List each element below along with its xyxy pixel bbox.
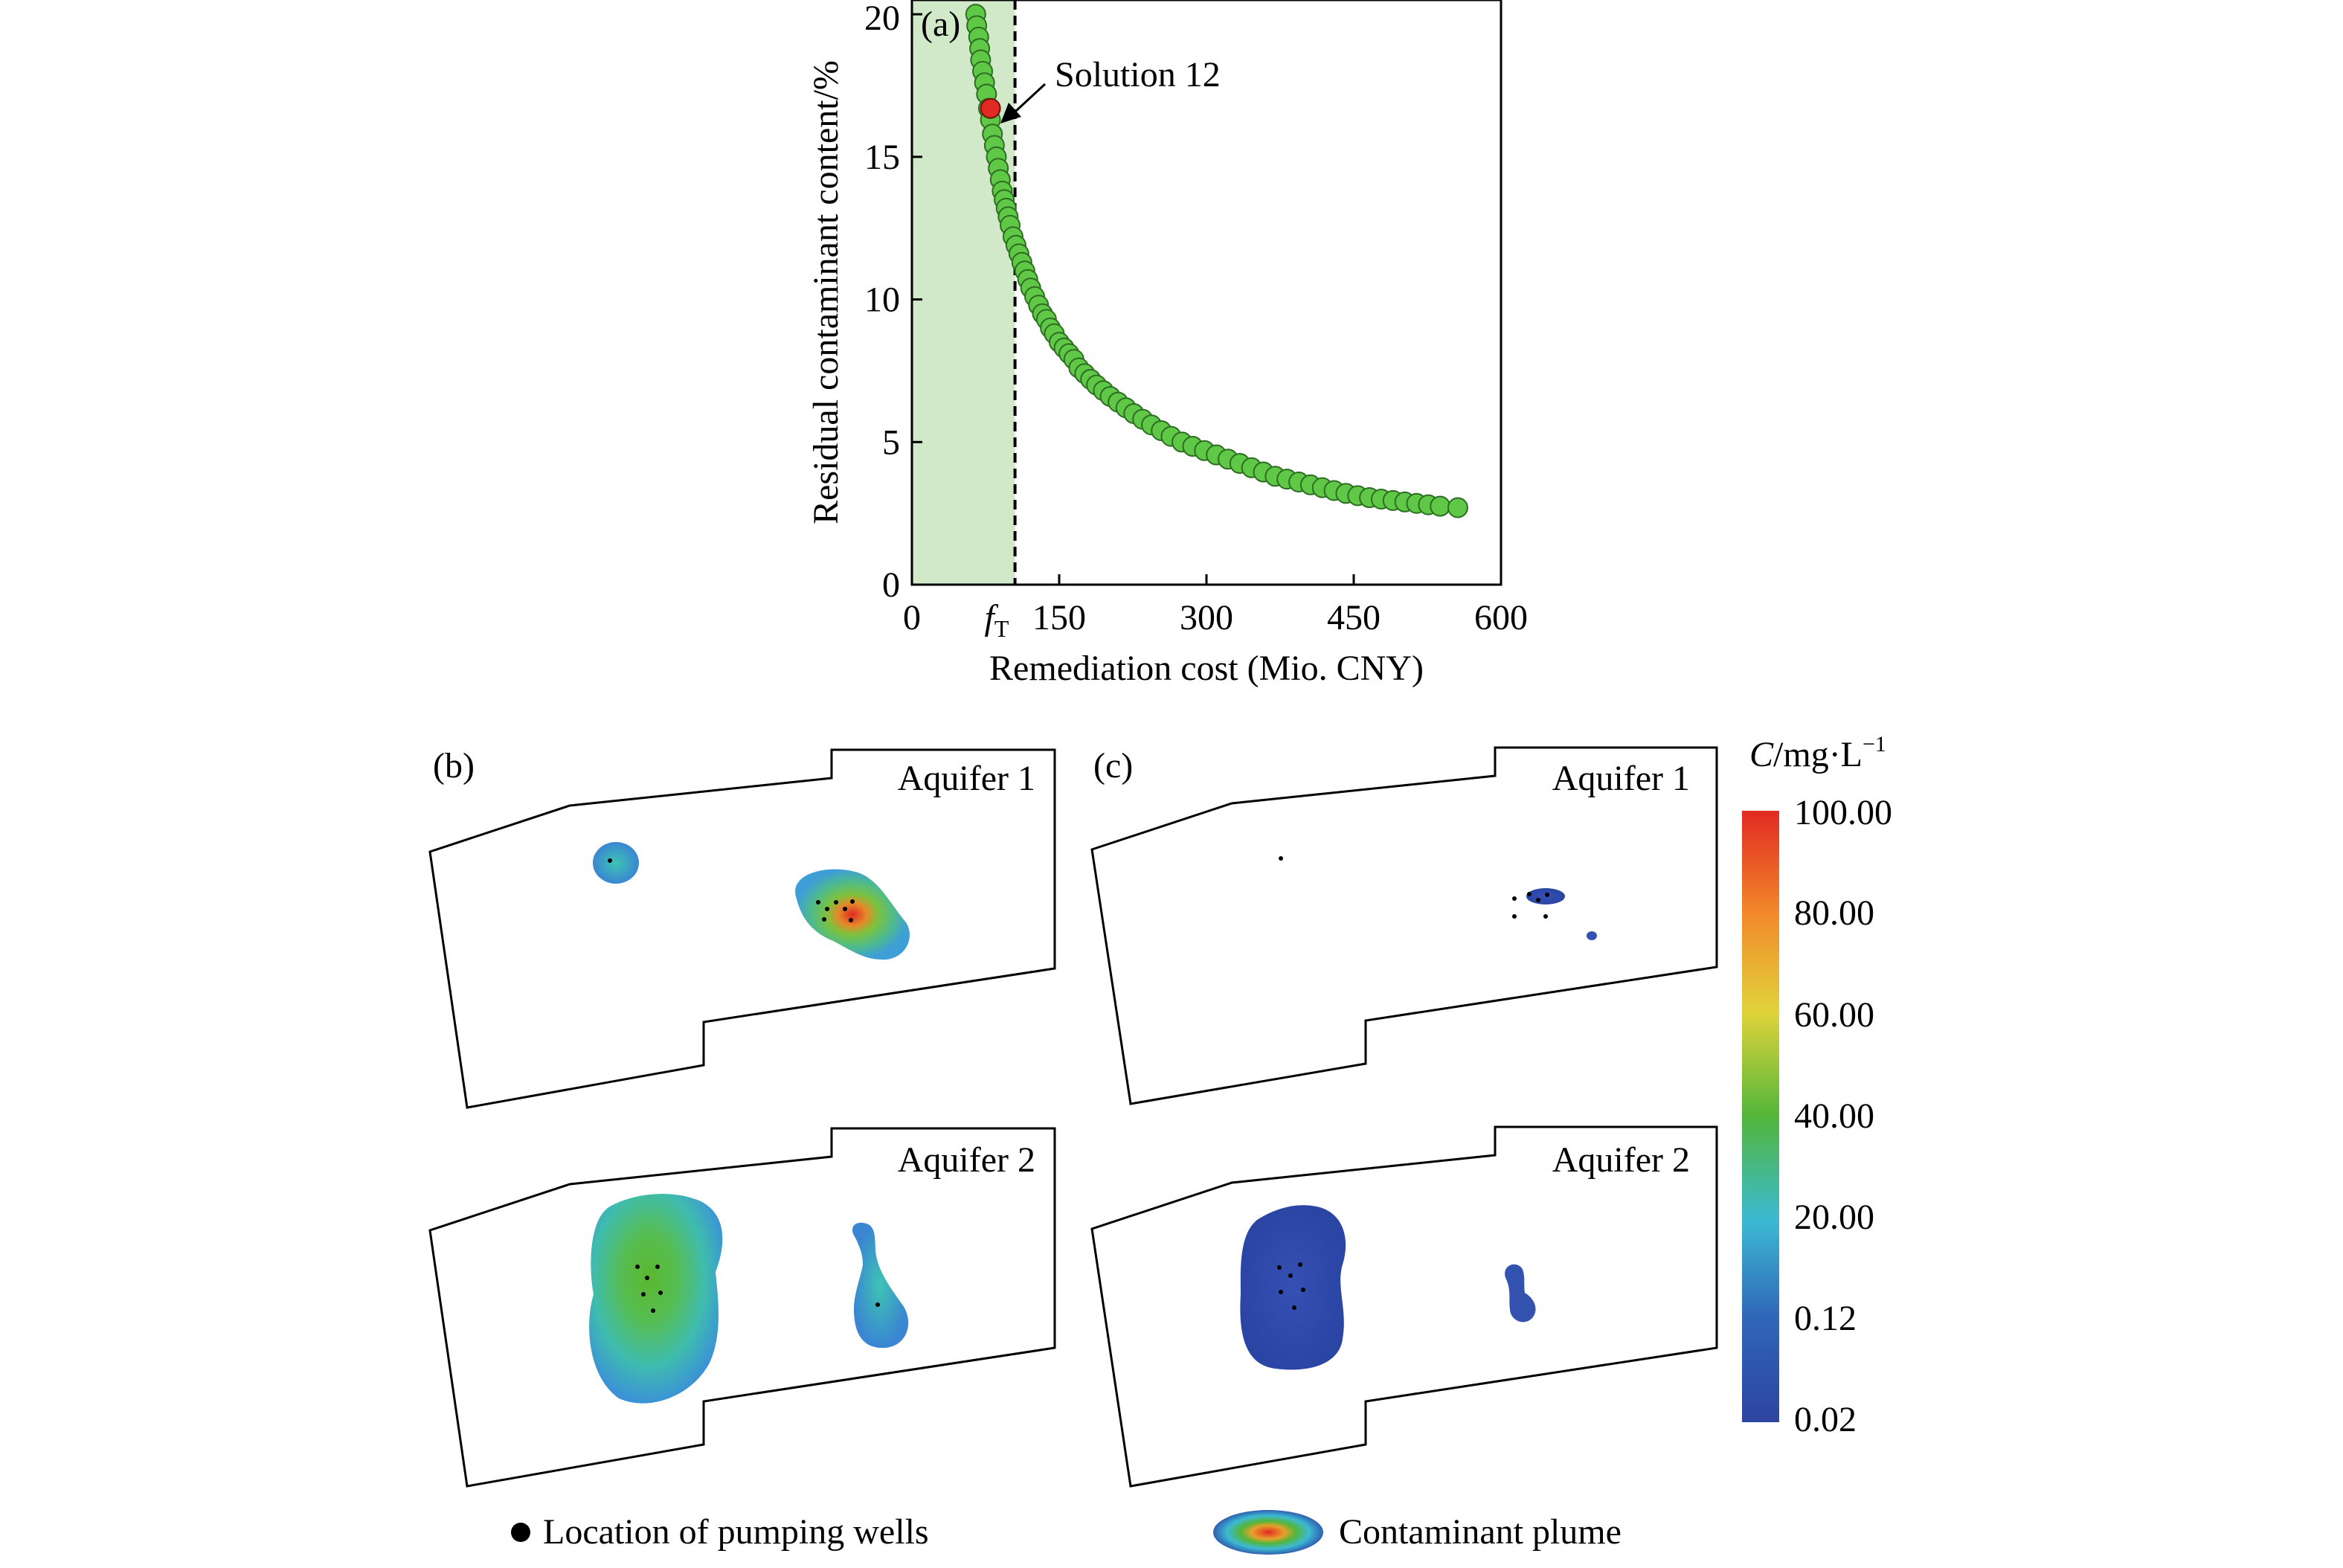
solution-arrow-head [1000, 103, 1021, 123]
map-c-aquifer2: Aquifer 2 [1090, 1125, 1718, 1488]
legend: Location of pumping wells Contaminant pl… [511, 1510, 1622, 1555]
colorbar-gradient [1742, 811, 1779, 1422]
y-tick-label: 5 [882, 422, 900, 462]
pumping-wells [608, 858, 855, 922]
pumping-wells [1279, 856, 1549, 919]
x-tick-label: 600 [1474, 598, 1528, 637]
contaminant-plume [589, 1194, 723, 1404]
contaminant-plume [1240, 1205, 1346, 1370]
contaminant-plume [795, 869, 910, 960]
data-point [1447, 497, 1468, 518]
colorbar-tick: 100.00 [1794, 793, 1892, 832]
aquifer-label: Aquifer 1 [1552, 759, 1690, 798]
y-axis-label: Residual contaminant content/% [806, 60, 846, 524]
aquifer-label: Aquifer 2 [898, 1140, 1035, 1180]
map-b-aquifer1: Aquifer 1 [428, 748, 1056, 1109]
map-b-aquifer2: Aquifer 2 [428, 1127, 1056, 1488]
aquifer-label: Aquifer 1 [898, 759, 1035, 798]
plume-swatch-icon [1213, 1510, 1323, 1555]
colorbar-tick: 0.02 [1794, 1400, 1857, 1439]
x-axis-label: Remediation cost (Mio. CNY) [989, 649, 1424, 688]
contaminant-plume [1505, 1264, 1536, 1323]
pumping-wells [1277, 1262, 1305, 1310]
contaminant-plume [852, 1222, 909, 1349]
colorbar-tick: 60.00 [1794, 995, 1874, 1035]
data-points [965, 4, 1468, 518]
contaminant-plume [1587, 931, 1597, 940]
chart-a: Solution 12 (a) 0 150 300 450 600 0 5 10 15 20 f… [806, 0, 1528, 688]
colorbar-tick: 20.00 [1794, 1198, 1874, 1237]
panel-label-b: (b) [433, 746, 475, 785]
x-tick-label: 0 [903, 598, 921, 637]
well-marker-icon [511, 1523, 530, 1542]
colorbar-title: C/mg·L−1 [1749, 732, 1886, 774]
x-tick-label: 150 [1032, 598, 1086, 637]
y-tick-label: 10 [864, 280, 900, 320]
y-tick-label: 20 [864, 0, 900, 38]
site-boundary [1090, 746, 1718, 1105]
legend-plume-label: Contaminant plume [1339, 1512, 1622, 1552]
contaminant-plume [593, 842, 639, 884]
site-boundary [428, 1127, 1056, 1488]
x-tick-label: 450 [1327, 598, 1381, 637]
site-boundary [1090, 1125, 1718, 1488]
colorbar-tick: 80.00 [1794, 893, 1874, 933]
highlight-point [980, 97, 1001, 119]
map-c-aquifer1: Aquifer 1 [1090, 746, 1718, 1105]
colorbar-tick: 0.12 [1794, 1299, 1857, 1338]
panel-label-a: (a) [921, 4, 960, 44]
legend-wells-label: Location of pumping wells [543, 1512, 929, 1552]
threshold-label: fT [985, 598, 1009, 642]
x-tick-label: 300 [1180, 598, 1233, 637]
colorbar: C/mg·L−1 100.00 80.00 60.00 40.00 20.00 … [1742, 732, 1892, 1439]
colorbar-tick: 40.00 [1794, 1096, 1874, 1136]
y-tick-label: 0 [882, 565, 900, 605]
y-tick-label: 15 [864, 138, 900, 177]
threshold-shade [912, 0, 1015, 585]
site-boundary [428, 748, 1056, 1109]
solution-arrow-line [1014, 83, 1047, 113]
pumping-wells [635, 1265, 880, 1313]
panel-label-c: (c) [1093, 746, 1133, 785]
highlight-label: Solution 12 [1055, 55, 1221, 94]
x-axis-ticks: 0 150 300 450 600 [903, 574, 1528, 637]
data-point [1430, 495, 1451, 517]
aquifer-label: Aquifer 2 [1552, 1140, 1690, 1180]
y-axis-ticks: 0 5 10 15 20 [864, 0, 922, 605]
